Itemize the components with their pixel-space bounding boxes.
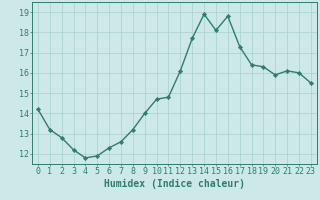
X-axis label: Humidex (Indice chaleur): Humidex (Indice chaleur) [104,179,245,189]
